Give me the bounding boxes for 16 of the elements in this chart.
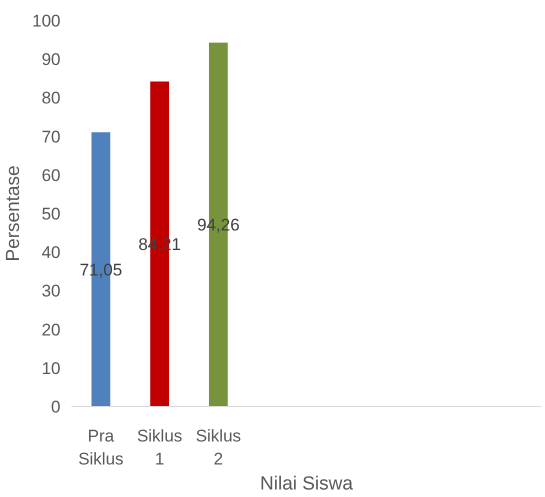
x-tick-label: Siklus 2	[196, 426, 242, 468]
y-tick-label: 20	[42, 320, 61, 340]
y-tick-label: 70	[42, 127, 61, 146]
y-tick-label: 0	[51, 398, 61, 416]
x-tick-label: Pra Siklus	[78, 426, 124, 468]
y-tick-label: 30	[42, 282, 61, 301]
y-tick-label: 40	[42, 243, 61, 262]
y-tick-label: 80	[42, 88, 61, 108]
x-axis-title: Nilai Siswa	[260, 473, 354, 494]
x-tick-label: Siklus 1	[136, 426, 182, 468]
y-tick-label: 100	[32, 12, 61, 30]
y-axis-title: Persentase	[3, 165, 24, 262]
y-tick-label: 60	[42, 166, 61, 185]
y-tick-label: 50	[42, 204, 61, 224]
y-tick-label: 90	[42, 50, 61, 70]
y-tick-label: 10	[42, 358, 61, 378]
